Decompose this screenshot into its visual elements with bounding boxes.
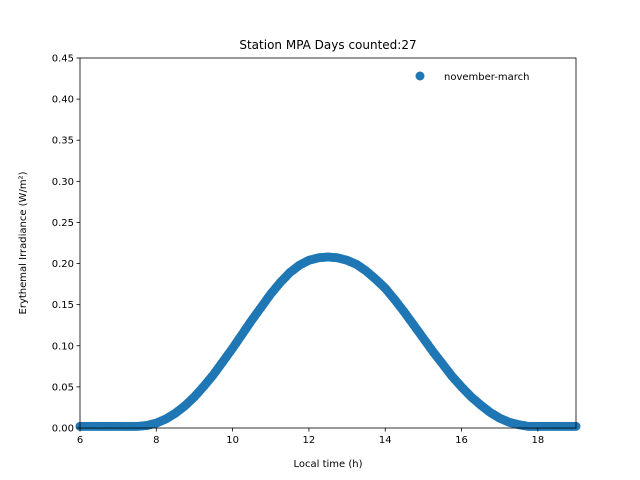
x-tick-label: 16 — [455, 435, 468, 446]
chart-title: Station MPA Days counted:27 — [239, 38, 416, 52]
y-tick-label: 0.20 — [52, 259, 74, 270]
y-axis: 0.00 0.05 0.10 0.15 0.20 0.25 0.30 0.35 0.40 0.45 — [52, 54, 80, 435]
y-tick-label: 0.45 — [52, 54, 74, 65]
x-tick-label: 10 — [226, 435, 239, 446]
y-tick-label: 0.30 — [52, 177, 74, 188]
y-tick-label: 0.25 — [52, 218, 74, 229]
legend-label: november-march — [444, 72, 529, 83]
y-tick-label: 0.10 — [52, 341, 74, 352]
x-tick-label: 6 — [77, 435, 83, 446]
plot-frame — [79, 57, 577, 429]
y-tick-label: 0.35 — [52, 136, 74, 147]
x-axis-label: Local time (h) — [293, 459, 362, 470]
y-tick-label: 0.40 — [52, 95, 74, 106]
x-tick-label: 8 — [153, 435, 159, 446]
data-points — [75, 252, 581, 431]
y-tick-label: 0.15 — [52, 300, 74, 311]
legend-marker — [415, 71, 425, 81]
y-tick-label: 0.00 — [52, 424, 74, 435]
y-axis-label: Erythemal Irradiance (W/m²) — [18, 171, 29, 314]
y-tick-label: 0.05 — [52, 382, 74, 393]
x-tick-label: 18 — [531, 435, 544, 446]
x-tick-label: 14 — [379, 435, 392, 446]
x-axis: 6 8 10 12 14 16 18 — [77, 428, 544, 446]
legend: november-march — [415, 71, 529, 83]
x-tick-label: 12 — [303, 435, 316, 446]
